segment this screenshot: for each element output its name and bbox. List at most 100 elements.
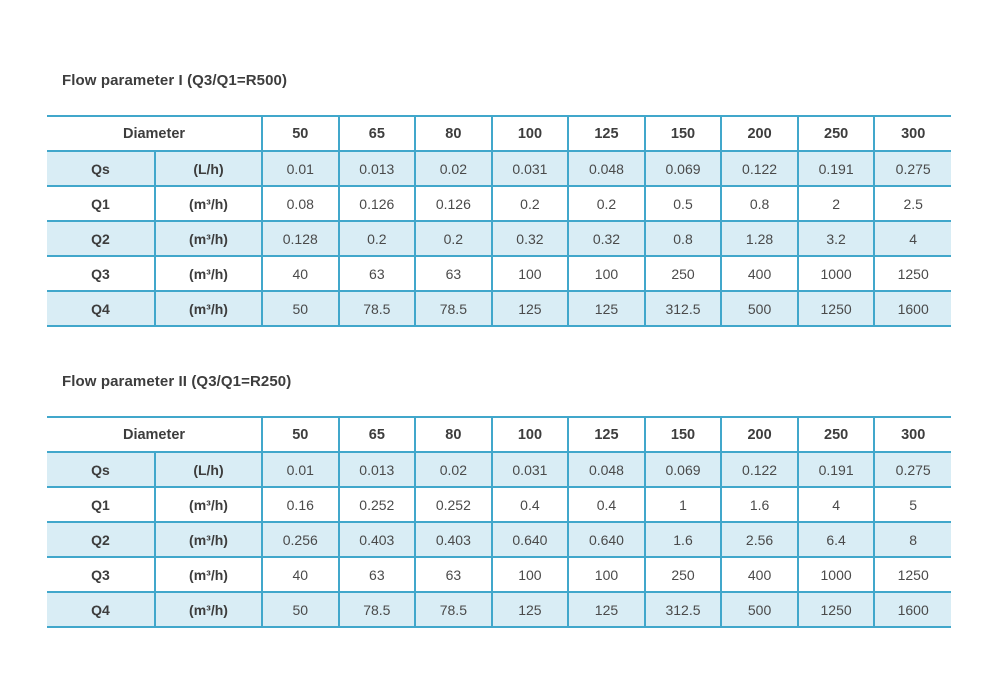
column-header-300: 300 (873, 115, 951, 152)
value-cell: 0.2 (490, 185, 569, 222)
value-cell: 50 (261, 591, 339, 628)
header-row: Diameter 50 65 80 100 125 150 200 250 300 (47, 416, 951, 453)
value-cell: 250 (643, 255, 722, 292)
unit-label: (m³/h) (154, 591, 262, 628)
value-cell: 0.069 (643, 150, 722, 187)
value-cell: 0.2 (567, 185, 645, 222)
value-cell: 0.01 (261, 451, 339, 488)
value-cell: 4 (873, 220, 951, 257)
value-cell: 312.5 (643, 591, 722, 628)
value-cell: 0.252 (414, 486, 492, 523)
value-cell: 6.4 (796, 521, 875, 558)
value-cell: 125 (567, 591, 645, 628)
value-cell: 0.32 (490, 220, 569, 257)
value-cell: 100 (490, 556, 569, 593)
value-cell: 78.5 (337, 591, 416, 628)
value-cell: 0.8 (720, 185, 798, 222)
value-cell: 0.2 (337, 220, 416, 257)
value-cell: 0.275 (873, 451, 951, 488)
value-cell: 0.252 (337, 486, 416, 523)
column-header-150: 150 (643, 416, 722, 453)
diameter-header: Diameter (47, 416, 262, 453)
value-cell: 100 (567, 255, 645, 292)
value-cell: 0.191 (796, 150, 875, 187)
column-header-50: 50 (261, 115, 339, 152)
row-label: Q3 (47, 556, 155, 593)
unit-label: (m³/h) (154, 290, 262, 327)
value-cell: 78.5 (337, 290, 416, 327)
value-cell: 63 (337, 255, 416, 292)
column-header-125: 125 (567, 115, 645, 152)
value-cell: 1.28 (720, 220, 798, 257)
row-label: Q4 (47, 591, 155, 628)
value-cell: 0.128 (261, 220, 339, 257)
column-header-300: 300 (873, 416, 951, 453)
value-cell: 0.122 (720, 150, 798, 187)
row-label: Q1 (47, 486, 155, 523)
column-header-100: 100 (490, 115, 569, 152)
column-header-65: 65 (337, 115, 416, 152)
value-cell: 1250 (796, 591, 875, 628)
value-cell: 78.5 (414, 290, 492, 327)
value-cell: 0.02 (414, 150, 492, 187)
flow-parameter-section-2: Flow parameter II (Q3/Q1=R250) Diameter 5… (47, 373, 951, 628)
value-cell: 5 (873, 486, 951, 523)
value-cell: 0.640 (567, 521, 645, 558)
unit-label: (m³/h) (154, 185, 262, 222)
flow-parameter-1-table: Diameter 50 65 80 100 125 150 200 250 300 Qs (L/h)… (47, 115, 951, 327)
value-cell: 2 (796, 185, 875, 222)
value-cell: 0.2 (414, 220, 492, 257)
table-row-q2: Q2 (m³/h) 0.256 0.403 0.403 0.640 0.640 1.6 2.56… (47, 521, 951, 558)
datasheet-content: Flow parameter I (Q3/Q1=R500) Diameter 50… (47, 72, 951, 628)
value-cell: 63 (337, 556, 416, 593)
value-cell: 125 (490, 290, 569, 327)
value-cell: 1600 (873, 290, 951, 327)
value-cell: 0.403 (337, 521, 416, 558)
row-label: Qs (47, 451, 155, 488)
value-cell: 0.403 (414, 521, 492, 558)
value-cell: 1000 (796, 255, 875, 292)
flow-parameter-2-title: Flow parameter II (Q3/Q1=R250) (62, 373, 292, 390)
value-cell: 0.8 (643, 220, 722, 257)
column-header-80: 80 (414, 416, 492, 453)
value-cell: 63 (414, 255, 492, 292)
header-row: Diameter 50 65 80 100 125 150 200 250 300 (47, 115, 951, 152)
value-cell: 1.6 (643, 521, 722, 558)
value-cell: 1 (643, 486, 722, 523)
value-cell: 0.031 (490, 150, 569, 187)
unit-label: (m³/h) (154, 521, 262, 558)
column-header-200: 200 (720, 115, 798, 152)
column-header-150: 150 (643, 115, 722, 152)
value-cell: 4 (796, 486, 875, 523)
value-cell: 0.126 (414, 185, 492, 222)
column-header-250: 250 (796, 115, 875, 152)
value-cell: 312.5 (643, 290, 722, 327)
column-header-250: 250 (796, 416, 875, 453)
value-cell: 0.4 (490, 486, 569, 523)
value-cell: 0.069 (643, 451, 722, 488)
value-cell: 2.5 (873, 185, 951, 222)
value-cell: 2.56 (720, 521, 798, 558)
value-cell: 125 (567, 290, 645, 327)
value-cell: 0.32 (567, 220, 645, 257)
table-row-q1: Q1 (m³/h) 0.08 0.126 0.126 0.2 0.2 0.5 0.8 2 2.5 (47, 185, 951, 222)
value-cell: 125 (490, 591, 569, 628)
row-label: Q4 (47, 290, 155, 327)
column-header-100: 100 (490, 416, 569, 453)
value-cell: 0.08 (261, 185, 339, 222)
diameter-header: Diameter (47, 115, 262, 152)
value-cell: 78.5 (414, 591, 492, 628)
value-cell: 0.4 (567, 486, 645, 523)
table-row-q4: Q4 (m³/h) 50 78.5 78.5 125 125 312.5 500 1250 1600 (47, 591, 951, 628)
column-header-50: 50 (261, 416, 339, 453)
value-cell: 1250 (873, 556, 951, 593)
row-label: Qs (47, 150, 155, 187)
value-cell: 50 (261, 290, 339, 327)
unit-label: (L/h) (154, 451, 262, 488)
value-cell: 250 (643, 556, 722, 593)
value-cell: 0.122 (720, 451, 798, 488)
value-cell: 0.048 (567, 451, 645, 488)
row-label: Q1 (47, 185, 155, 222)
value-cell: 400 (720, 255, 798, 292)
value-cell: 0.640 (490, 521, 569, 558)
